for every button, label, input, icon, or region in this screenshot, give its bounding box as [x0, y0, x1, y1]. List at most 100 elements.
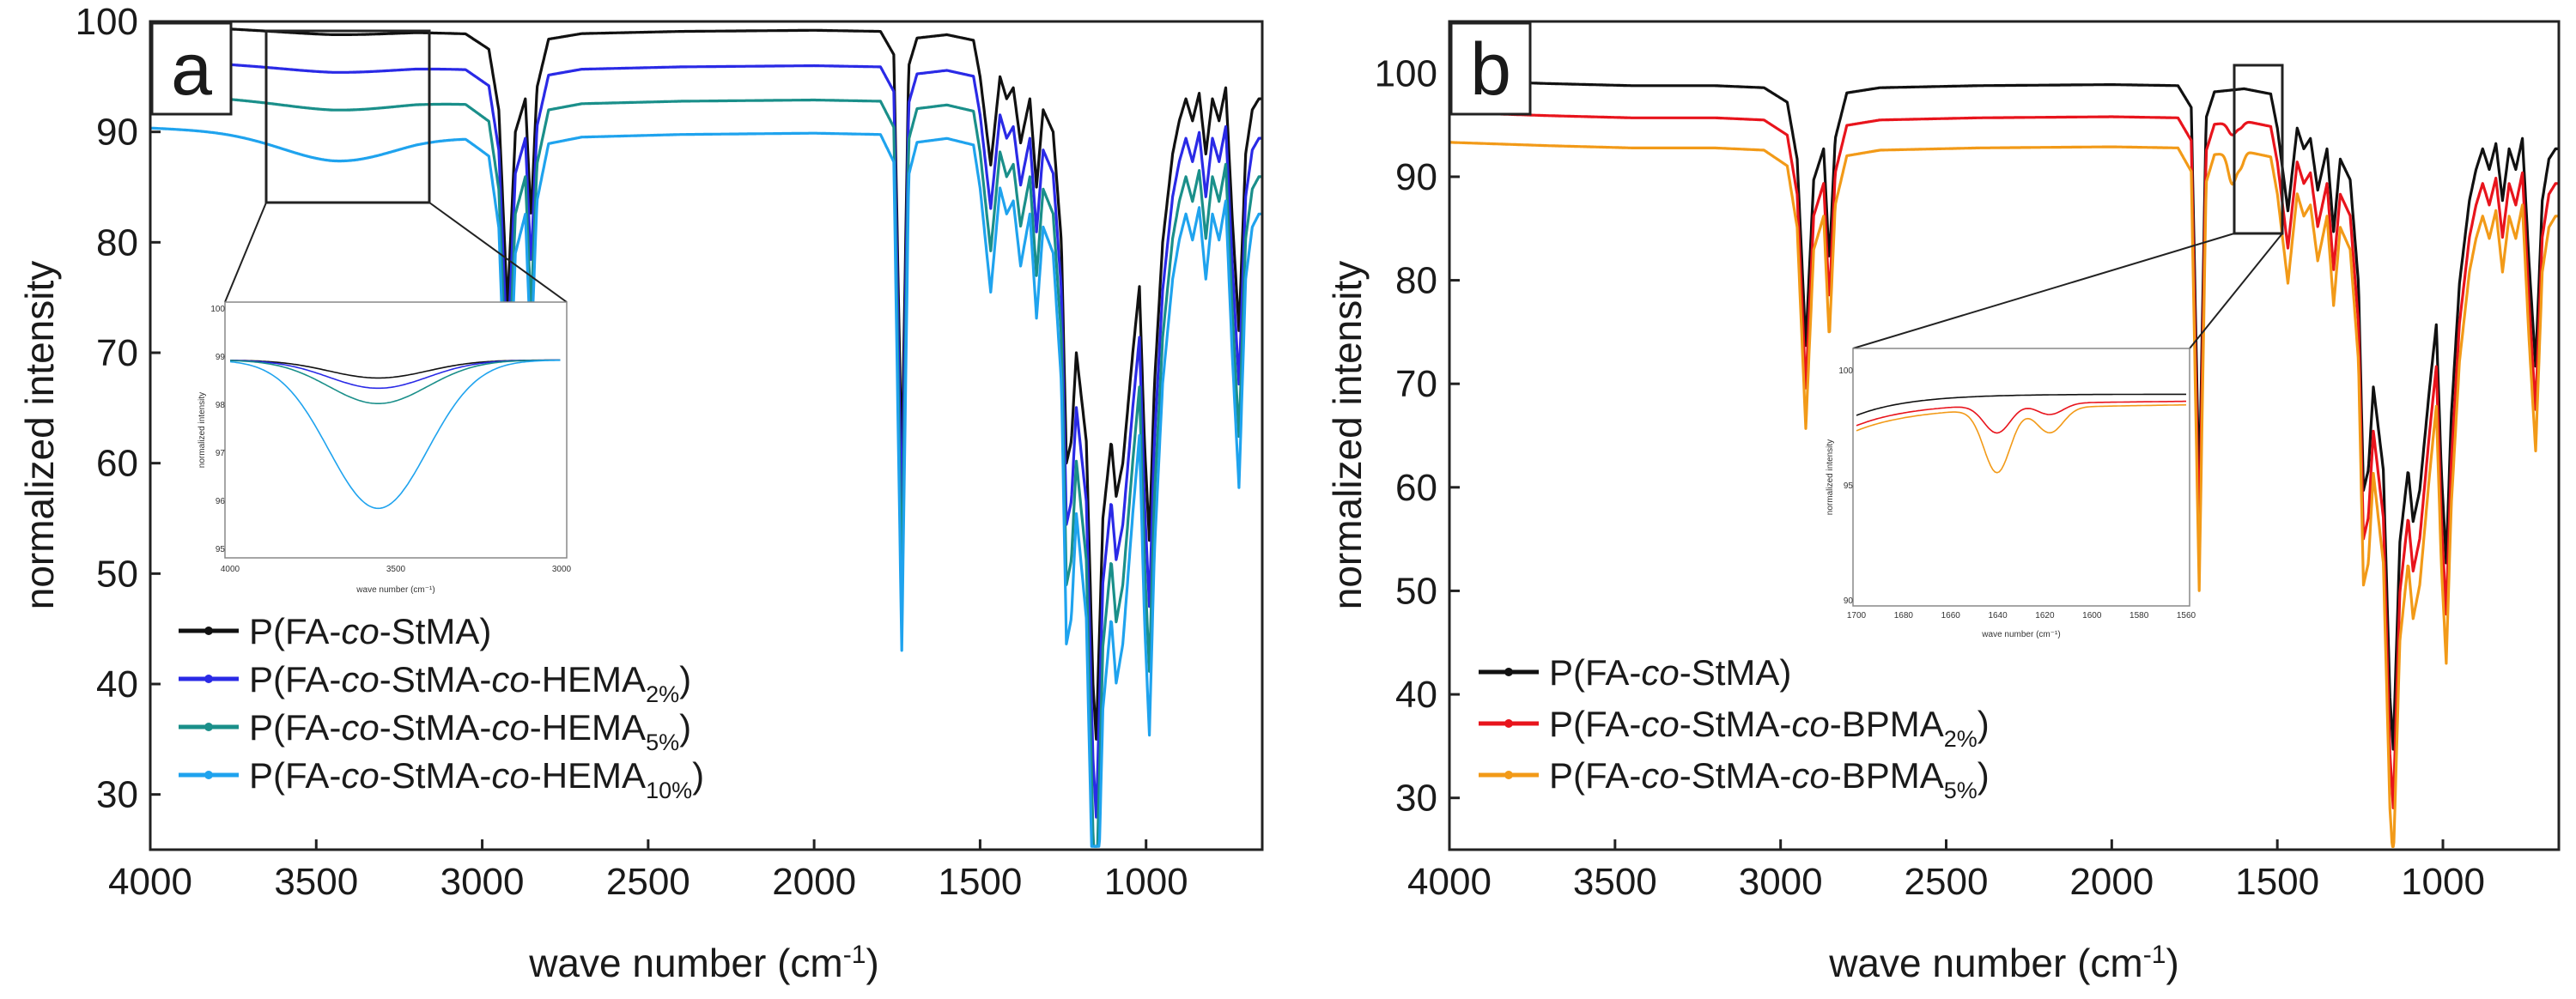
panel-b-chart: 4000 3500 3000 2500 2000 1500 1000 30 40 50 60 70 80…	[1325, 20, 2561, 986]
panel-a-inset-frame	[224, 301, 568, 559]
panel-a-inset-ticks: 4000 3500 3000 100 99 98 97 96 95	[210, 305, 571, 574]
legend-marker	[1504, 719, 1513, 728]
inset-y-tick-label: 95	[216, 545, 226, 554]
series-line-b-0	[1449, 79, 2560, 751]
inset-series-line	[1856, 400, 2186, 434]
panel-a-letter: a	[171, 28, 212, 111]
inset-x-tick-label: 3000	[552, 565, 572, 574]
inset-x-tick-label: 1600	[2082, 611, 2102, 621]
inset-x-tick-label: 1580	[2129, 611, 2149, 621]
inset-series-line	[229, 360, 561, 510]
panel-b-zoom-connector-left	[1852, 233, 2235, 349]
panel-a-letter-box	[150, 21, 233, 116]
x-tick-label: 1000	[1104, 861, 1188, 903]
panel-a-zoom-connector-left	[224, 202, 267, 303]
x-tick-label: 3000	[440, 861, 525, 903]
inset-x-tick-label: 1560	[2177, 611, 2196, 621]
panel-b-ylabel: normalized intensity	[1325, 261, 1370, 610]
y-tick-label: 70	[1395, 363, 1437, 405]
panel-b-inset-frame	[1852, 348, 2190, 607]
legend-label: P(FA-co-StMA-co-HEMA5%)	[249, 707, 691, 755]
legend-marker	[204, 771, 213, 779]
y-tick-label: 40	[1395, 674, 1437, 716]
legend-marker	[1504, 771, 1513, 779]
panel-a-zoom-box	[264, 29, 431, 204]
legend-marker	[204, 675, 213, 683]
x-tick-label: 1500	[2235, 861, 2319, 903]
legend-marker	[1504, 668, 1513, 676]
panel-b-letter: b	[1470, 28, 1511, 111]
panel-b-inset-series-group	[1856, 393, 2187, 474]
x-tick-label: 3500	[274, 861, 358, 903]
legend-label: P(FA-co-StMA)	[249, 611, 491, 651]
y-tick-label: 100	[1375, 52, 1437, 94]
inset-y-tick-label: 90	[1844, 596, 1854, 606]
x-tick-label: 2000	[2069, 861, 2154, 903]
x-tick-label: 4000	[1407, 861, 1492, 903]
inset-x-tick-label: 3500	[386, 565, 406, 574]
inset-x-tick-label: 1620	[2035, 611, 2055, 621]
panel-b-zoom-connector-right	[2189, 233, 2283, 349]
inset-y-tick-label: 96	[216, 497, 226, 506]
x-tick-label: 2500	[606, 861, 690, 903]
y-tick-label: 90	[96, 112, 138, 154]
legend-label: P(FA-co-StMA-co-BPMA5%)	[1549, 755, 1990, 803]
legend-label: P(FA-co-StMA-co-BPMA2%)	[1549, 704, 1990, 752]
panel-b-letter-box	[1449, 21, 1532, 116]
inset-y-tick-label: 98	[216, 401, 226, 410]
inset-series-line	[229, 359, 561, 404]
panel-b-plot-frame	[1448, 20, 2561, 851]
inset-y-tick-label: 95	[1844, 481, 1854, 491]
y-tick-label: 70	[96, 332, 138, 374]
panel-b-zoom-box	[2233, 64, 2284, 235]
y-tick-label: 80	[96, 221, 138, 263]
panel-a-inset: 4000 3500 3000 100 99 98 97 96 95 wave number (c…	[197, 301, 572, 595]
legend-label: P(FA-co-StMA-co-HEMA2%)	[249, 659, 691, 707]
panel-a-inset-ylabel: normalized intensity	[197, 392, 207, 468]
inset-x-tick-label: 4000	[221, 565, 240, 574]
panel-b-series-group	[1449, 79, 2560, 848]
inset-series-line	[1856, 403, 2187, 474]
series-line-a-1	[149, 59, 1263, 819]
panel-b-xlabel: wave number (cm-1)	[1828, 941, 2179, 986]
y-tick-label: 30	[96, 774, 138, 816]
panel-a-inset-xlabel: wave number (cm⁻¹)	[355, 585, 434, 595]
inset-y-tick-label: 99	[216, 353, 226, 362]
panel-a-ylabel: normalized intensity	[17, 261, 62, 610]
series-line-a-2	[149, 94, 1263, 848]
panel-b-inset: 1700 1680 1660 1640 1620 1600 1580 15601009590 …	[1826, 348, 2196, 639]
panel-a-xlabel: wave number (cm-1)	[528, 941, 879, 986]
panel-a-plot-frame	[149, 20, 1264, 851]
inset-x-tick-label: 1700	[1847, 611, 1867, 621]
series-line-b-1	[1449, 111, 2560, 809]
y-tick-label: 100	[76, 1, 138, 43]
panel-a-series-group	[149, 24, 1263, 848]
panel-a-legend: P(FA-co-StMA)P(FA-co-StMA-co-HEMA2%)P(FA…	[179, 611, 704, 803]
panel-a-chart: 4000 3500 3000 2500 2000 1500 1000 30 40 50 60 70 80…	[17, 1, 1264, 986]
x-tick-label: 3000	[1739, 861, 1823, 903]
inset-series-line	[1856, 393, 2186, 416]
legend-label: P(FA-co-StMA)	[1549, 652, 1791, 693]
panel-a-ticks: 4000 3500 3000 2500 2000 1500 1000 30 40 50 60 70 80…	[76, 1, 1188, 903]
series-line-b-2	[1449, 141, 2560, 848]
inset-y-tick-label: 97	[216, 449, 226, 458]
y-tick-label: 50	[1395, 570, 1437, 612]
panel-a-inset-series-group	[229, 359, 561, 510]
x-tick-label: 1000	[2401, 861, 2485, 903]
y-tick-label: 90	[1395, 156, 1437, 198]
inset-x-tick-label: 1660	[1941, 611, 1961, 621]
y-tick-label: 60	[96, 443, 138, 485]
y-tick-label: 80	[1395, 260, 1437, 302]
inset-y-tick-label: 100	[210, 305, 225, 314]
y-tick-label: 60	[1395, 467, 1437, 509]
y-tick-label: 30	[1395, 778, 1437, 820]
panel-b-legend: P(FA-co-StMA) P(FA-co-StMA-co-BPMA2%)P(FA…	[1479, 652, 1990, 803]
x-tick-label: 2500	[1905, 861, 1989, 903]
y-tick-label: 50	[96, 553, 138, 595]
series-line-a-0	[149, 24, 1263, 741]
series-line-a-3	[149, 126, 1263, 848]
x-tick-label: 2000	[772, 861, 856, 903]
y-tick-label: 40	[96, 663, 138, 705]
legend-label: P(FA-co-StMA-co-HEMA10%)	[249, 755, 704, 803]
x-tick-label: 4000	[108, 861, 192, 903]
